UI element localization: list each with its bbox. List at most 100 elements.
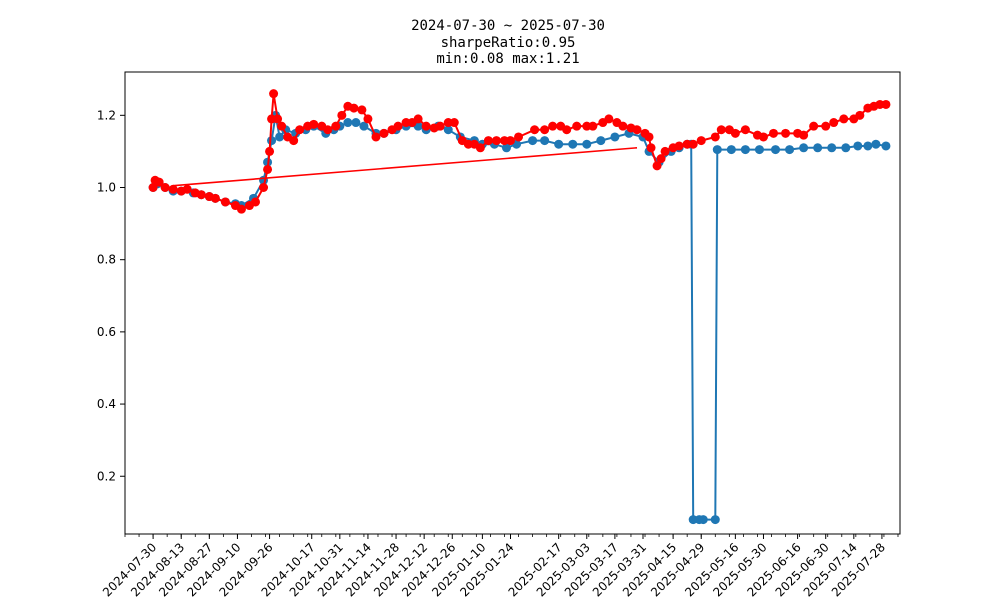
data-point xyxy=(688,139,698,149)
data-point xyxy=(863,141,873,151)
data-point xyxy=(710,515,720,525)
data-point xyxy=(827,143,837,153)
data-point xyxy=(813,143,823,153)
chart-title-line-3: min:0.08 max:1.21 xyxy=(436,51,579,67)
data-point xyxy=(740,145,750,155)
data-point xyxy=(716,125,726,135)
y-tick-label: 1.2 xyxy=(97,108,116,122)
data-point xyxy=(514,132,524,142)
series-0 xyxy=(148,110,891,525)
data-point xyxy=(821,121,831,131)
data-point xyxy=(530,125,540,135)
data-point xyxy=(393,121,403,131)
data-point xyxy=(740,125,750,135)
data-point xyxy=(710,132,720,142)
data-point xyxy=(273,114,283,124)
data-point xyxy=(652,161,662,171)
data-point xyxy=(712,145,722,155)
data-point xyxy=(483,136,493,146)
data-point xyxy=(656,154,666,164)
data-point xyxy=(363,114,373,124)
data-point xyxy=(799,130,809,140)
data-point xyxy=(698,515,708,525)
data-point xyxy=(881,99,891,109)
data-point xyxy=(839,114,849,124)
data-point xyxy=(443,125,453,135)
data-point xyxy=(771,145,781,155)
data-point xyxy=(182,184,192,194)
data-point xyxy=(379,128,389,138)
chart-title-line-1: 2024-07-30 ~ 2025-07-30 xyxy=(411,18,605,34)
data-point xyxy=(568,139,578,149)
chart-title-line-2: sharpeRatio:0.95 xyxy=(441,35,576,51)
data-point xyxy=(785,145,795,155)
data-point xyxy=(540,136,550,146)
data-point xyxy=(289,136,299,146)
data-point xyxy=(501,143,511,153)
data-point xyxy=(413,114,423,124)
data-point xyxy=(754,145,764,155)
data-point xyxy=(726,145,736,155)
data-point xyxy=(572,121,582,131)
data-point xyxy=(660,146,670,156)
y-tick-label: 0.8 xyxy=(97,253,116,267)
data-point xyxy=(236,204,246,214)
data-point xyxy=(154,177,164,187)
data-point xyxy=(604,114,614,124)
data-point xyxy=(269,89,279,99)
data-point xyxy=(644,132,654,142)
data-point xyxy=(295,125,305,135)
data-point xyxy=(357,105,367,115)
data-point xyxy=(196,190,206,200)
data-point xyxy=(596,136,606,146)
data-point xyxy=(148,183,158,192)
data-point xyxy=(769,128,779,138)
data-point xyxy=(331,121,341,131)
series-1 xyxy=(148,89,891,214)
data-point xyxy=(309,119,319,129)
data-point xyxy=(674,141,684,151)
data-point xyxy=(588,121,598,131)
data-point xyxy=(540,125,550,135)
data-point xyxy=(351,118,361,128)
y-axis: 0.2 0.4 0.6 0.8 1.0 1.2 xyxy=(97,108,125,483)
data-point xyxy=(259,183,269,192)
data-point xyxy=(548,121,558,131)
data-point xyxy=(435,121,445,131)
y-tick-label: 0.6 xyxy=(97,325,116,339)
data-point xyxy=(251,197,261,207)
data-point xyxy=(160,183,170,192)
data-point xyxy=(829,118,839,128)
data-point xyxy=(210,193,220,203)
data-point xyxy=(881,141,891,151)
data-point xyxy=(349,103,359,113)
series-connector-line xyxy=(173,146,638,187)
data-point xyxy=(323,125,333,135)
y-tick-label: 0.4 xyxy=(97,397,116,411)
data-point xyxy=(220,197,230,207)
data-point xyxy=(781,128,791,138)
data-point xyxy=(449,118,459,128)
data-point xyxy=(618,121,628,131)
data-point xyxy=(505,136,515,146)
data-point xyxy=(582,139,592,149)
data-point xyxy=(267,136,277,146)
data-point xyxy=(562,125,572,135)
data-point xyxy=(275,132,285,142)
data-point xyxy=(610,132,620,142)
data-point xyxy=(799,143,809,153)
data-point xyxy=(696,136,706,146)
data-point xyxy=(491,136,501,146)
y-tick-label: 0.2 xyxy=(97,469,116,483)
data-point xyxy=(277,121,287,131)
data-point xyxy=(421,121,431,131)
series-layer xyxy=(148,89,891,525)
data-point xyxy=(168,184,178,194)
data-point xyxy=(263,164,273,174)
data-point xyxy=(343,118,353,128)
data-point xyxy=(554,139,564,149)
data-point xyxy=(265,146,275,156)
data-point xyxy=(730,128,740,138)
data-point xyxy=(841,143,851,153)
